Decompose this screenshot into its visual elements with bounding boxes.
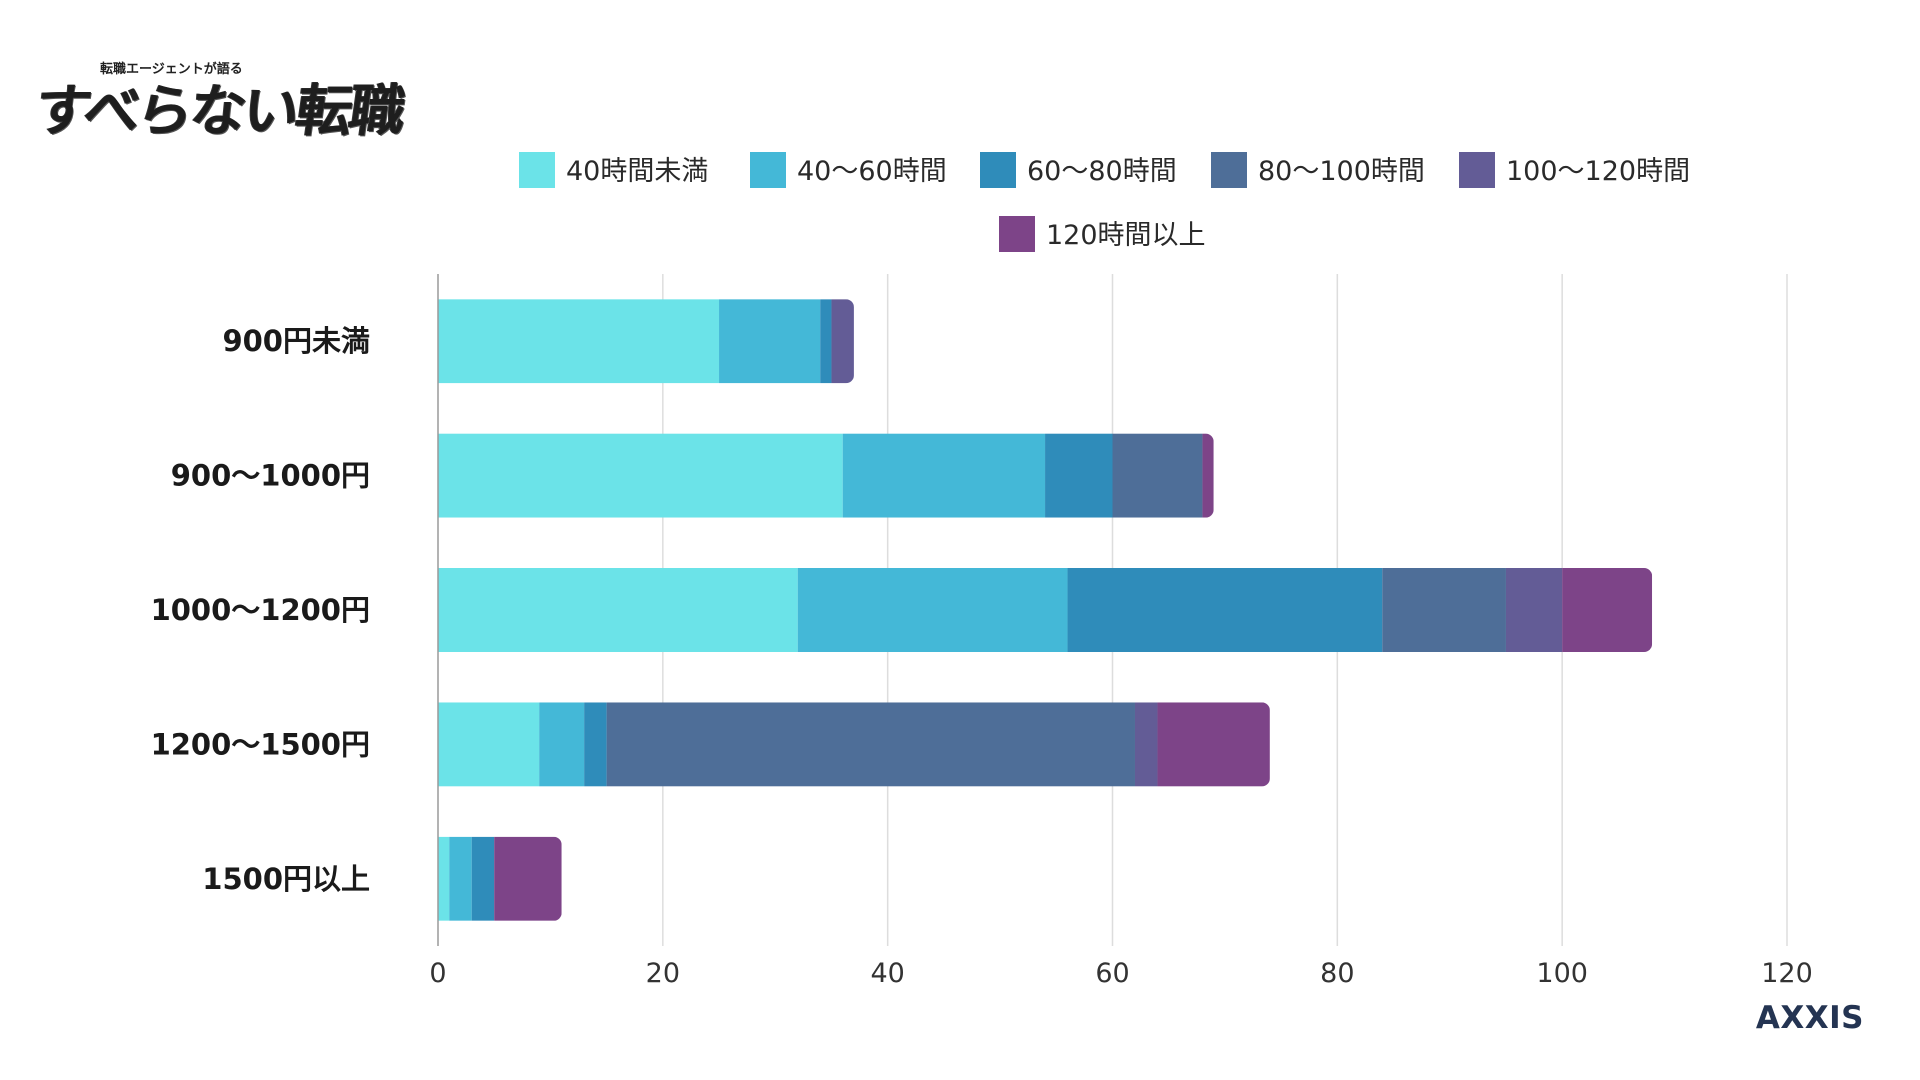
bar-segment <box>1157 702 1270 787</box>
category-labels: 900円未満 900〜1000円 1000〜1200円 1200〜1500円 1500円… <box>151 324 370 896</box>
x-tick-label: 40 <box>870 958 904 989</box>
site-logo: 転職エージェントが語る すべらない転職 <box>31 44 407 144</box>
legend-item: 40時間未満 <box>519 152 708 188</box>
bar-segment <box>584 702 607 787</box>
bar-segment <box>494 836 562 921</box>
bar-segment <box>719 299 821 384</box>
bar-segment <box>1112 433 1203 518</box>
bar-group <box>438 568 1653 652</box>
bar-group <box>438 433 1214 518</box>
bar-segment <box>606 702 1135 787</box>
legend-swatch <box>519 152 555 188</box>
category-label: 1000〜1200円 <box>151 593 370 627</box>
legend-label: 40時間未満 <box>566 156 708 187</box>
x-tick-label: 80 <box>1320 958 1354 989</box>
bar-segment <box>1067 568 1383 652</box>
x-tick-label: 0 <box>429 958 446 989</box>
bar-segment <box>842 433 1046 518</box>
legend: 40時間未満 40〜60時間 60〜80時間 80〜100時間 100〜120時間 120… <box>519 152 1690 252</box>
x-tick-label: 120 <box>1761 958 1813 989</box>
x-tick-label: 60 <box>1095 958 1129 989</box>
bar-group <box>438 702 1270 787</box>
bar-segment <box>1505 568 1563 652</box>
bar-segment <box>438 836 450 921</box>
x-tick-labels: 0 20 40 60 80 100 120 <box>429 958 1812 989</box>
legend-item: 40〜60時間 <box>750 152 947 188</box>
brand-logo: AXXIS <box>1755 1000 1864 1036</box>
legend-swatch <box>1459 152 1495 188</box>
bar-segment <box>1382 568 1506 652</box>
bar-segment <box>438 433 843 518</box>
bar-segment <box>831 299 854 384</box>
legend-item: 100〜120時間 <box>1459 152 1690 188</box>
x-tick-label: 100 <box>1536 958 1588 989</box>
legend-swatch <box>980 152 1016 188</box>
bar-segment <box>820 299 832 384</box>
category-label: 1500円以上 <box>202 862 370 896</box>
legend-item: 120時間以上 <box>999 216 1206 252</box>
x-tick-label: 20 <box>646 958 680 989</box>
legend-item: 80〜100時間 <box>1211 152 1425 188</box>
category-label: 900〜1000円 <box>171 459 370 493</box>
legend-label: 60〜80時間 <box>1027 156 1177 187</box>
bar-group <box>438 299 854 384</box>
bar-segment <box>1202 433 1214 518</box>
legend-label: 120時間以上 <box>1046 220 1206 251</box>
category-label: 900円未満 <box>222 324 370 358</box>
legend-label: 40〜60時間 <box>797 156 947 187</box>
bar-segment <box>1045 433 1113 518</box>
bar-segment <box>449 836 472 921</box>
bar-group <box>438 836 562 921</box>
legend-label: 80〜100時間 <box>1258 156 1425 187</box>
bars <box>438 299 1653 921</box>
legend-item: 60〜80時間 <box>980 152 1177 188</box>
bar-segment <box>438 299 720 384</box>
logo-subtitle: 転職エージェントが語る <box>100 62 243 77</box>
category-label: 1200〜1500円 <box>151 727 370 761</box>
bar-segment <box>1562 568 1653 652</box>
bar-segment <box>438 568 798 652</box>
bar-segment <box>797 568 1068 652</box>
bar-segment <box>471 836 495 921</box>
legend-swatch <box>750 152 786 188</box>
legend-swatch <box>1211 152 1247 188</box>
bar-segment <box>438 702 540 787</box>
legend-swatch <box>999 216 1035 252</box>
bar-segment <box>1134 702 1158 787</box>
legend-label: 100〜120時間 <box>1506 156 1690 187</box>
bar-segment <box>539 702 585 787</box>
